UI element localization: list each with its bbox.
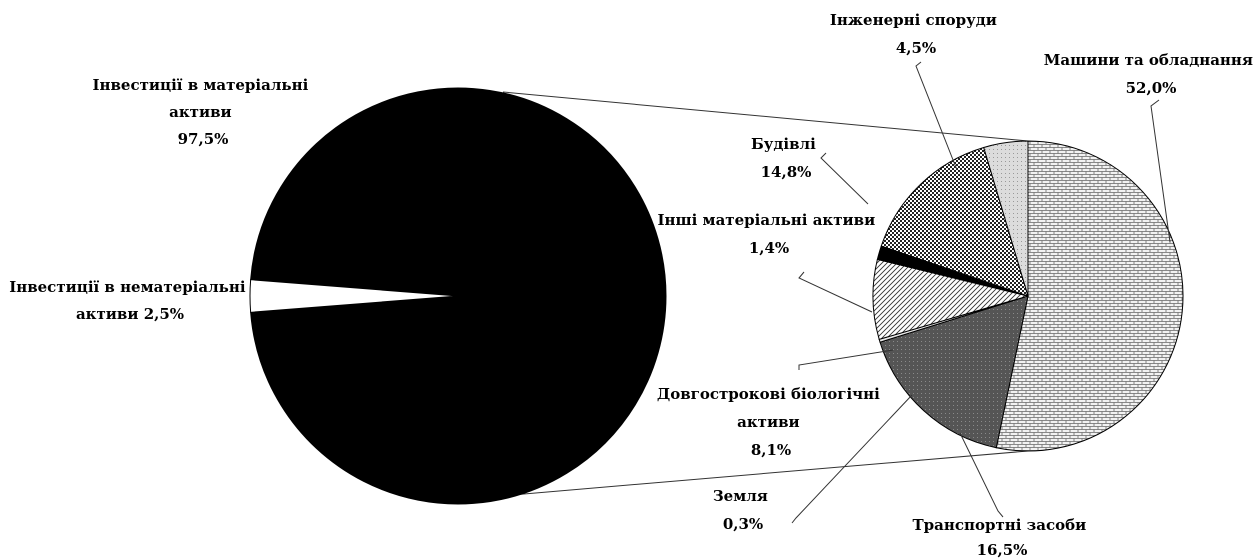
leader-line-budivli [820, 152, 869, 205]
label-material-assets: Інвестиції в матеріальні активи 97,5% [92, 76, 313, 148]
leader-line-mashyny [1150, 99, 1171, 243]
pie-slice-інженерні-споруди [983, 140, 1029, 297]
label-zemlia: Земля 0,3% [713, 487, 773, 533]
leader-line-transportni [959, 432, 1004, 518]
leader-line-inshi [798, 271, 873, 313]
main-pie [249, 87, 667, 505]
label-mashyny: Машини та обладнання 52,0% [1044, 51, 1257, 97]
label-transportni: Транспортні засоби 16,5% [913, 516, 1092, 558]
label-dovhostrokovi: Довгострокові біологічні активи 8,1% [657, 385, 885, 459]
leader-line-zemlia [791, 394, 913, 524]
label-inzhenerni: Інженерні споруди 4,5% [830, 11, 1002, 57]
secondary-pie [872, 140, 1184, 452]
pie-slice-машини-та-обладнання [995, 140, 1184, 452]
label-intangible-assets: Інвестиції в нематеріальні активи 2,5% [9, 278, 251, 323]
pie-slice-транспортні-засоби [879, 295, 1029, 449]
leader-line-dovhostrokovi [798, 349, 894, 370]
label-budivli: Будівлі 14,8% [751, 135, 821, 181]
slice-labels: Інвестиції в матеріальні активи 97,5% Ін… [9, 11, 1257, 558]
leader-lines [791, 61, 1171, 524]
leader-line-inzhenerni [915, 61, 958, 171]
label-inshi: Інші матеріальні активи 1,4% [658, 211, 881, 257]
connector-line-top [502, 91, 1029, 142]
pie-slice-будівлі [880, 146, 1029, 297]
pie-slice-інвестиції-в-матеріальні-активи [250, 87, 667, 505]
pie-slice-інвестиції-в-нематеріальні-активи [249, 279, 459, 313]
connector-line-bottom [499, 450, 1029, 497]
